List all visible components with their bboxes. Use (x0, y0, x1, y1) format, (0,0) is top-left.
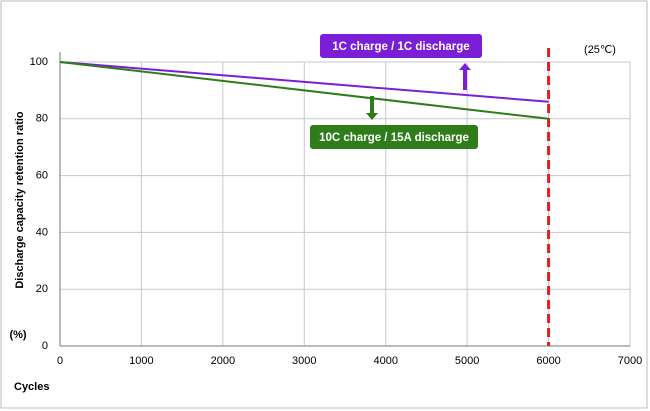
series-line (59, 61, 549, 103)
y-tick-label: 80 (36, 113, 48, 125)
legend-label: 10C charge / 15A discharge (319, 132, 469, 144)
y-tick-label: 60 (36, 170, 48, 182)
x-tick-label: 2000 (211, 355, 235, 367)
x-tick-label: 7000 (618, 355, 642, 367)
annotation-arrowhead (459, 63, 471, 70)
series-line (59, 61, 549, 120)
x-tick-label: 1000 (129, 355, 153, 367)
x-tick-label: 4000 (373, 355, 397, 367)
x-tick-label: 0 (57, 355, 63, 367)
y-axis-label: Discharge capacity retention ratio (14, 111, 26, 289)
x-tick-label: 3000 (292, 355, 316, 367)
x-tick-label: 6000 (536, 355, 560, 367)
y-tick-label: 40 (36, 226, 48, 238)
y-tick-label: 0 (42, 340, 48, 352)
temperature-note: (25℃) (584, 44, 616, 56)
x-axis-label: Cycles (14, 381, 49, 393)
x-tick-label: 5000 (455, 355, 479, 367)
annotation-box (310, 125, 478, 149)
y-tick-label: 100 (30, 56, 48, 68)
annotation-box (320, 34, 482, 58)
annotation-arrowhead (366, 113, 378, 120)
y-tick-label: 20 (36, 283, 48, 295)
y-unit: (%) (9, 329, 26, 341)
legend-label: 1C charge / 1C discharge (332, 41, 469, 53)
